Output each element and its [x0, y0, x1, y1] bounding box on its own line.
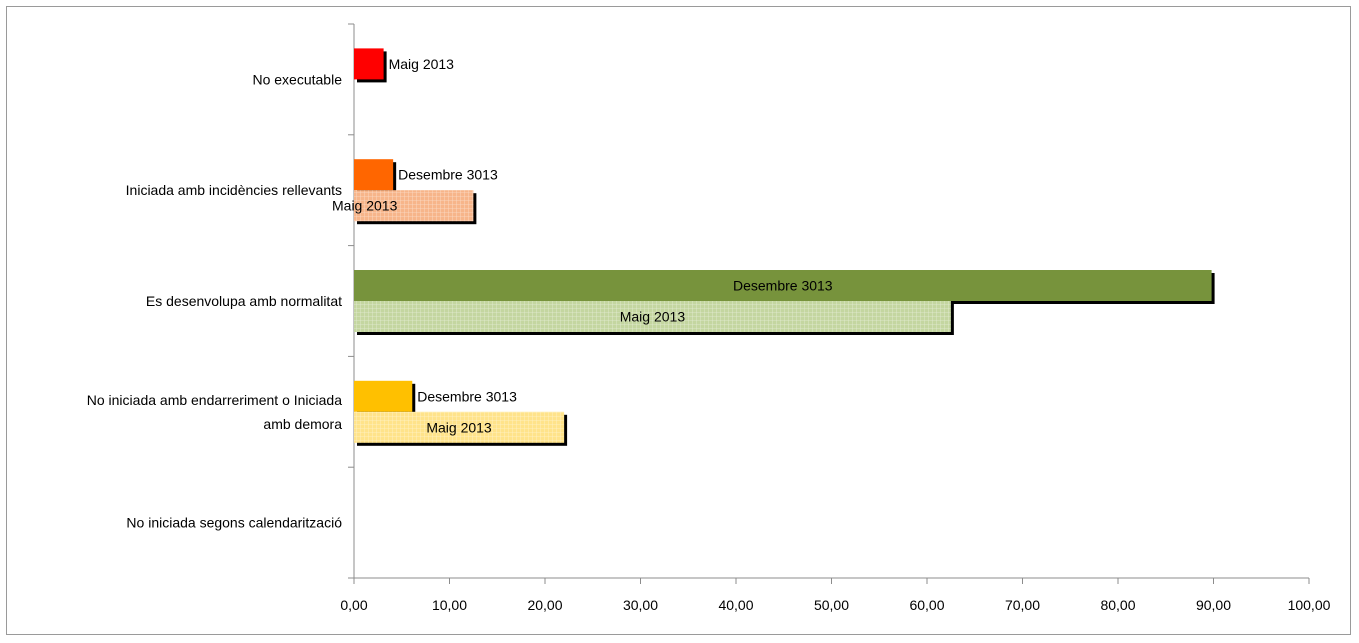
bar-upper-0 — [354, 48, 384, 80]
bar-data-label: Maig 2013 — [426, 419, 492, 435]
bar-data-label: Desembre 3013 — [398, 167, 498, 183]
bar-data-label: Maig 2013 — [332, 198, 398, 214]
bar-data-label: Maig 2013 — [389, 56, 455, 72]
x-tick-label: 60,00 — [909, 597, 944, 613]
bar-data-label: Maig 2013 — [620, 309, 686, 325]
bar-upper-3 — [354, 380, 413, 412]
x-tick-label: 0,00 — [340, 597, 367, 613]
x-tick-label: 40,00 — [718, 597, 753, 613]
category-label: No iniciada amb endarreriment o Iniciada… — [87, 392, 342, 432]
bar-lower-2-pattern — [354, 301, 951, 332]
x-tick-label: 20,00 — [527, 597, 562, 613]
bars-group — [354, 48, 1215, 446]
labels-group: 0,00 10,00 20,00 30,00 40,00 50,00 60,00 70,00 8… — [87, 56, 1331, 613]
category-label: No executable — [252, 71, 342, 87]
bar-data-label: Desembre 3013 — [417, 388, 517, 404]
category-label: Es desenvolupa amb normalitat — [146, 293, 342, 309]
bar-lower-1-pattern — [354, 190, 474, 222]
bar-lower-3-pattern — [354, 411, 565, 443]
bar-data-label: Desembre 3013 — [733, 278, 833, 294]
bar-upper-1 — [354, 159, 394, 191]
bar-upper-2 — [354, 270, 1212, 301]
category-label: Iniciada amb incidències rellevants — [126, 182, 342, 198]
x-tick-label: 50,00 — [814, 597, 849, 613]
x-tick-label: 80,00 — [1100, 597, 1135, 613]
x-tick-label: 30,00 — [623, 597, 658, 613]
category-label: No iniciada segons calendarització — [126, 515, 342, 531]
x-tick-label: 70,00 — [1005, 597, 1040, 613]
x-tick-label: 90,00 — [1196, 597, 1231, 613]
x-tick-label: 10,00 — [432, 597, 467, 613]
x-tick-label: 100,00 — [1288, 597, 1331, 613]
